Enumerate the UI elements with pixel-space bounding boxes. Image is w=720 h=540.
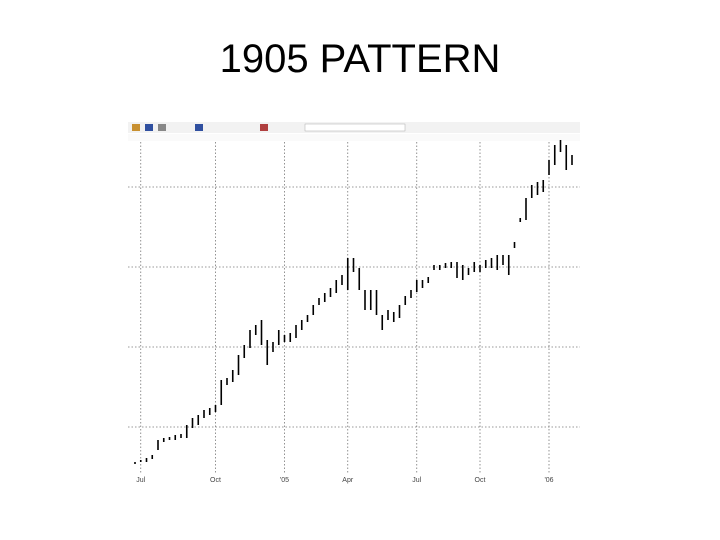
x-tick-label: Oct: [475, 477, 486, 484]
info-bar: [128, 134, 580, 141]
x-tick-label: Apr: [342, 477, 354, 484]
x-tick-label: '05: [280, 477, 289, 484]
tool-icon: [260, 124, 268, 131]
x-tick-label: Jul: [136, 477, 145, 484]
tool-icon: [145, 124, 153, 131]
tool-icon: [132, 124, 140, 131]
symbol-box[interactable]: [304, 123, 406, 132]
tool-icon: [158, 124, 166, 131]
tool-icon: [195, 124, 203, 131]
x-tick-label: Oct: [210, 477, 221, 484]
x-tick-label: Jul: [412, 477, 421, 484]
x-tick-label: '06: [544, 477, 553, 484]
slide-title: 1905 PATTERN: [220, 37, 501, 81]
toolbar: [128, 122, 580, 141]
